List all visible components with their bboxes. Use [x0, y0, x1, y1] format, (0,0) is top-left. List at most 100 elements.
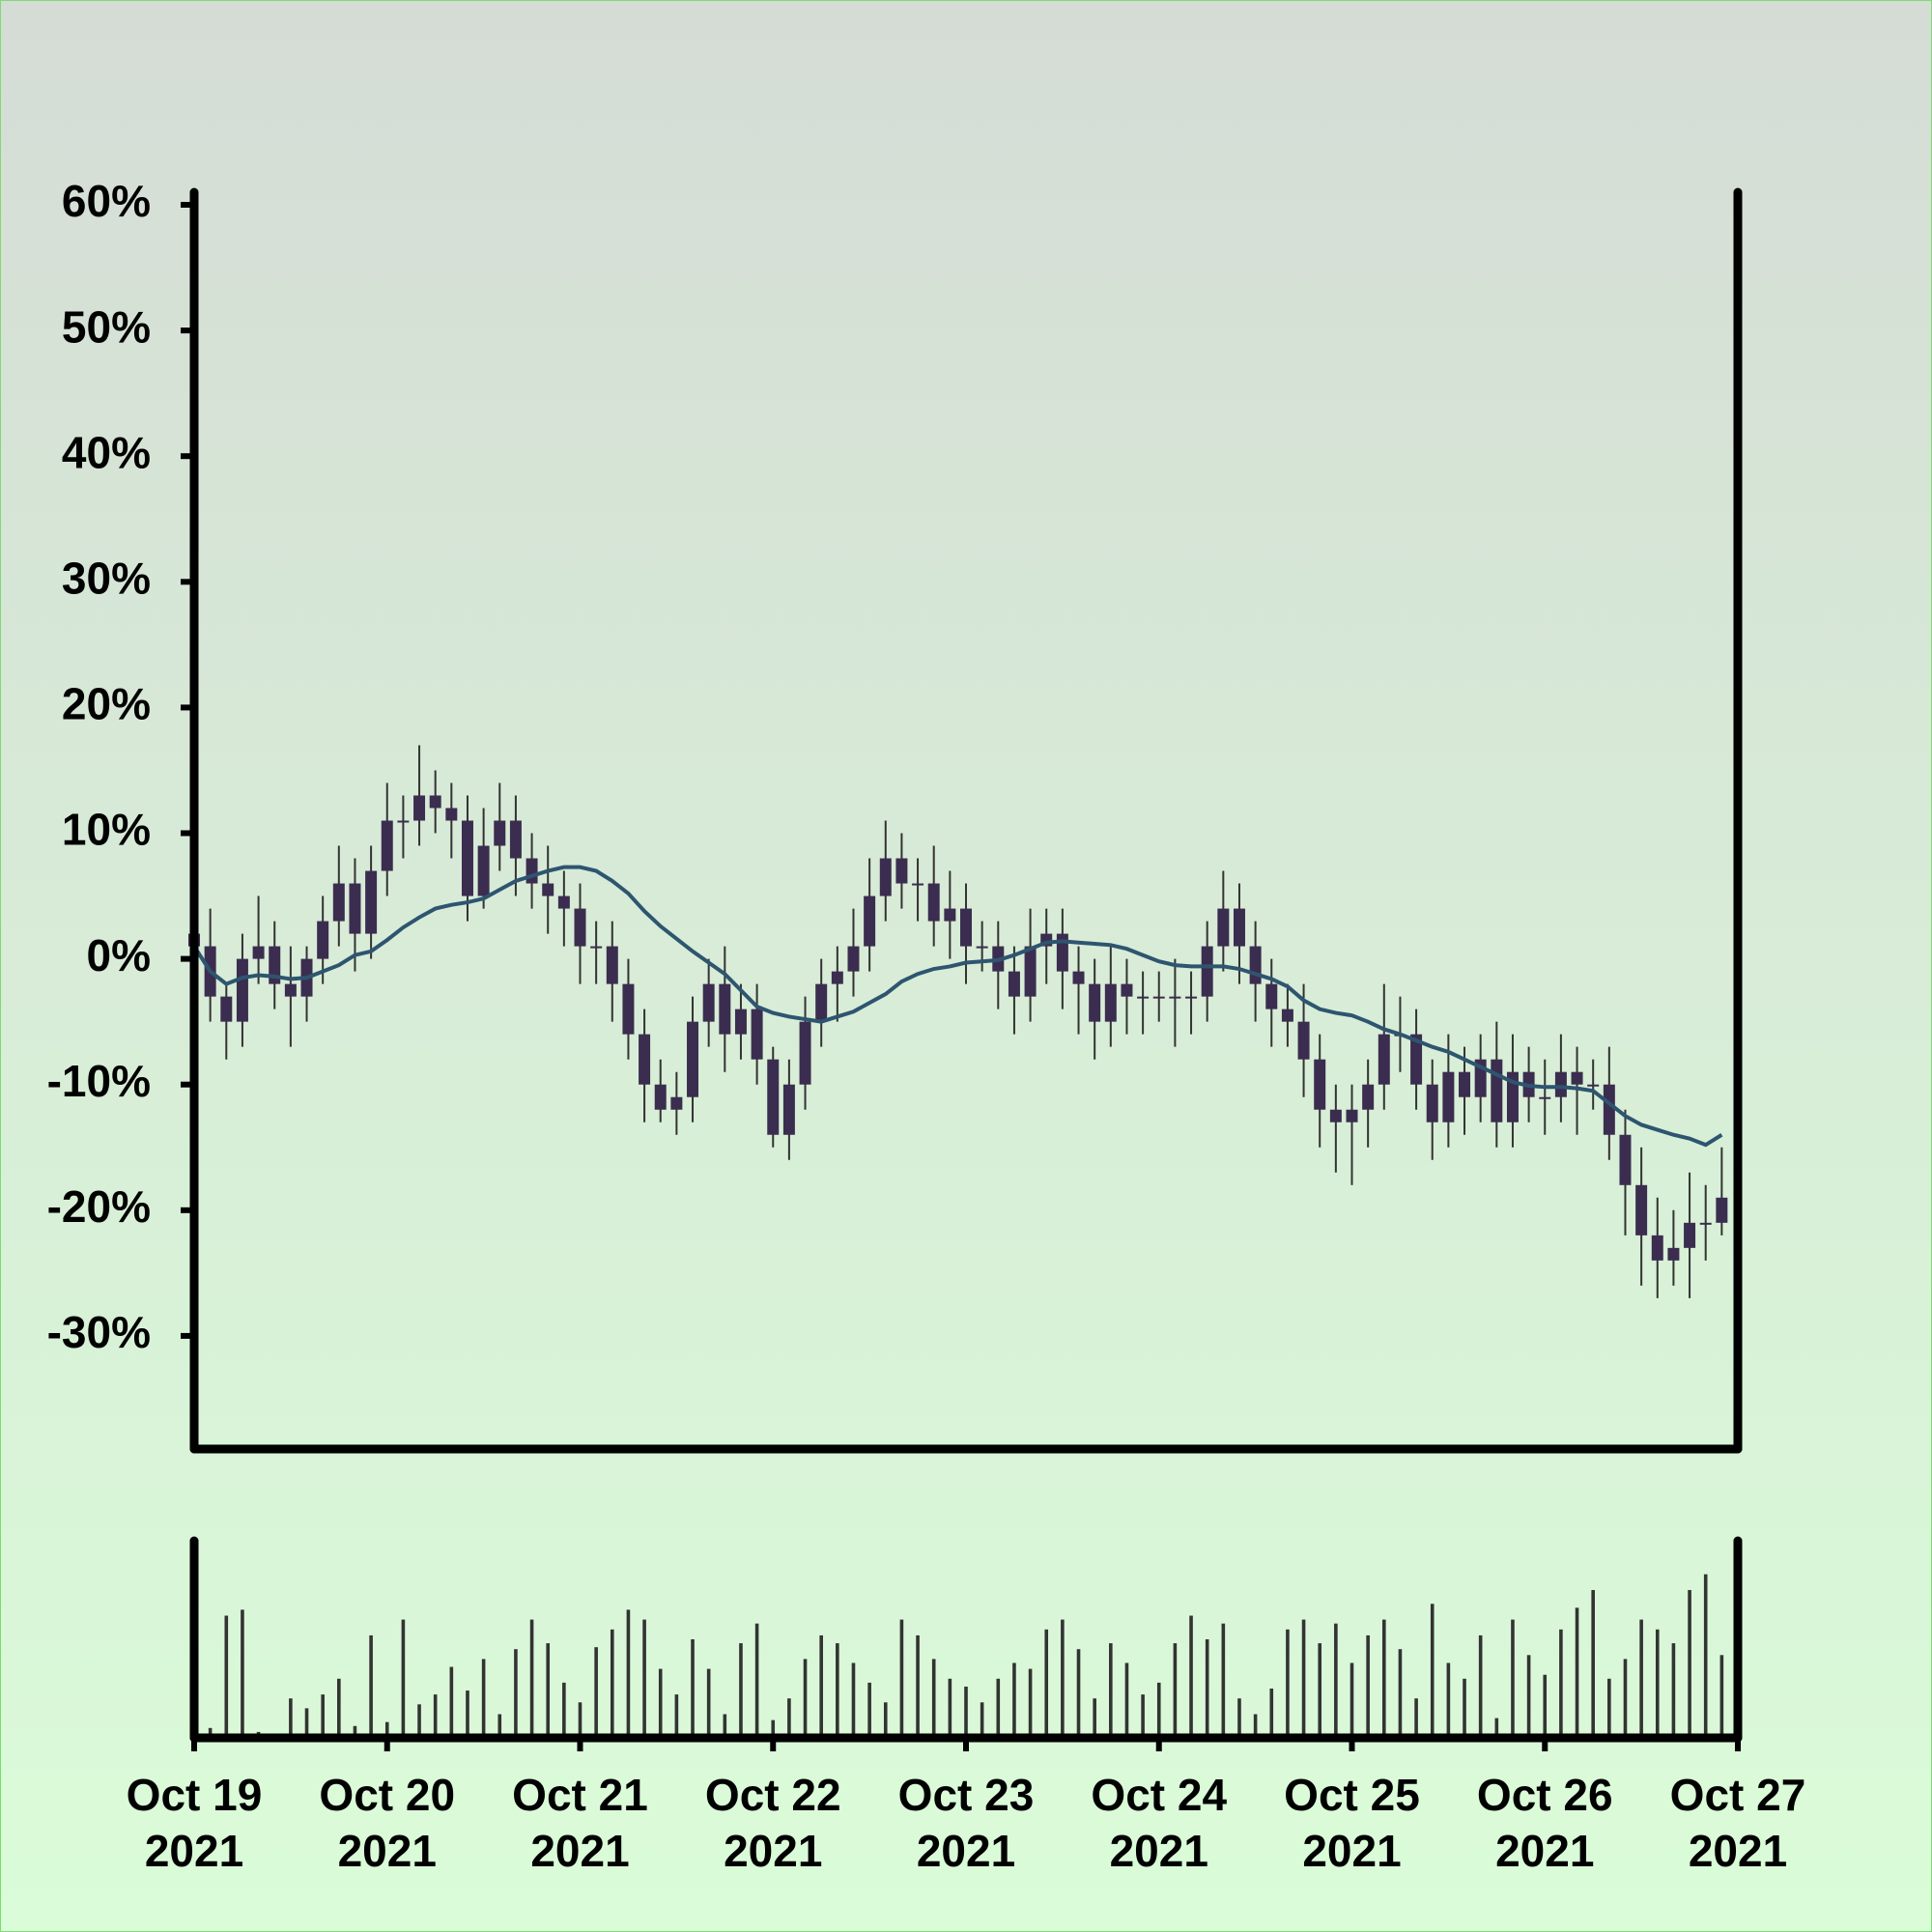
volume-bar	[337, 1678, 341, 1738]
candle-body	[397, 820, 410, 823]
volume-bar	[241, 1609, 244, 1738]
volume-bar	[384, 1721, 389, 1738]
candle-body	[252, 946, 265, 959]
candle-body	[1474, 1059, 1487, 1097]
volume-bar	[1318, 1643, 1322, 1738]
volume-bar	[353, 1725, 357, 1738]
volume-bar	[964, 1686, 968, 1738]
candle-body	[1249, 946, 1262, 984]
volume-bar	[867, 1682, 871, 1738]
candle-body	[719, 983, 731, 1035]
candle-body	[220, 996, 233, 1022]
x-tick-label: Oct 19 2021	[126, 1770, 263, 1876]
candle-body	[687, 1021, 699, 1097]
candle-body	[526, 858, 538, 884]
volume-bar	[1494, 1718, 1499, 1738]
volume-bar	[578, 1702, 582, 1738]
candle-body	[1603, 1084, 1615, 1135]
volume-bar	[931, 1659, 936, 1738]
x-tick-label: Oct 21 2021	[512, 1770, 648, 1876]
candle-body	[879, 858, 892, 896]
candle-body	[365, 870, 378, 934]
volume-bar	[642, 1619, 646, 1738]
x-tick-label: Oct 25 2021	[1284, 1770, 1420, 1876]
volume-bar	[1671, 1643, 1676, 1738]
candle-body	[590, 946, 603, 949]
volume-bar	[851, 1662, 856, 1738]
volume-bar	[1028, 1668, 1033, 1738]
candle-body	[1217, 908, 1230, 947]
moving-average-line	[192, 865, 1723, 1148]
candle-body	[912, 883, 924, 886]
volume-bar	[610, 1629, 614, 1738]
candle-body	[1104, 983, 1117, 1022]
volume-bar	[1061, 1619, 1065, 1738]
candle-body	[944, 908, 956, 922]
candle-body	[1539, 1096, 1551, 1099]
candle-body	[1346, 1109, 1358, 1122]
candle-body	[670, 1096, 683, 1110]
volume-bar	[1478, 1634, 1483, 1738]
y-tick-label: 20%	[62, 679, 151, 729]
volume-bar	[1221, 1623, 1226, 1738]
candle-body	[1426, 1084, 1438, 1122]
candle-body	[1410, 1034, 1423, 1085]
candle-body	[847, 946, 860, 972]
volume-bar	[1173, 1643, 1178, 1738]
volume-bar	[481, 1659, 486, 1738]
volume-bar	[723, 1714, 727, 1738]
volume-bar	[754, 1623, 759, 1738]
candle-body	[1635, 1184, 1648, 1236]
volume-bar	[706, 1668, 711, 1738]
volume-bar	[1141, 1694, 1145, 1738]
candle-body	[349, 883, 361, 934]
volume-bar	[1286, 1629, 1290, 1738]
volume-bar	[1076, 1649, 1081, 1738]
candle-body	[1008, 971, 1020, 997]
x-tick-label: Oct 22 2021	[704, 1770, 841, 1876]
y-tick-label: 0%	[87, 930, 151, 980]
volume-bar	[401, 1619, 406, 1738]
volume-bar	[497, 1714, 502, 1738]
candle-body	[1667, 1247, 1680, 1261]
candle-body	[976, 946, 988, 949]
volume-bar	[691, 1639, 695, 1738]
candle-body	[1201, 946, 1213, 997]
candle-body	[1121, 983, 1133, 997]
candle-body	[317, 921, 329, 959]
candle-body	[1587, 1084, 1600, 1087]
volume-bar	[626, 1609, 631, 1738]
candle-body	[1619, 1134, 1632, 1185]
candle-body	[445, 808, 458, 821]
candle-body	[429, 795, 441, 809]
volume-bar	[899, 1619, 904, 1738]
volume-bar	[883, 1702, 888, 1738]
volume-bar	[803, 1659, 808, 1738]
candle-body	[557, 895, 570, 909]
volume-bar	[1109, 1643, 1113, 1738]
y-tick-label: 50%	[62, 301, 151, 352]
candle-body	[1716, 1197, 1728, 1223]
volume-bar	[1366, 1634, 1370, 1738]
candle-body	[542, 883, 554, 896]
volume-bar	[1414, 1698, 1418, 1738]
volume-bar	[1639, 1619, 1643, 1738]
volume-bar	[1334, 1623, 1338, 1738]
volume-bar	[369, 1634, 373, 1738]
candle-body	[606, 946, 618, 984]
volume-bar	[1398, 1649, 1403, 1738]
volume-bar	[514, 1649, 518, 1738]
candle-body	[799, 1021, 811, 1085]
volume-bar	[1623, 1659, 1628, 1738]
candle-body	[767, 1059, 780, 1135]
volume-bar	[658, 1668, 663, 1738]
volume-bar	[289, 1698, 293, 1738]
candle-body	[815, 983, 828, 1022]
y-tick-label: 40%	[62, 427, 151, 477]
y-tick-label: -10%	[47, 1056, 151, 1106]
volume-bar	[1543, 1674, 1548, 1738]
candle-body	[1554, 1071, 1567, 1097]
candle-body	[734, 1009, 747, 1035]
